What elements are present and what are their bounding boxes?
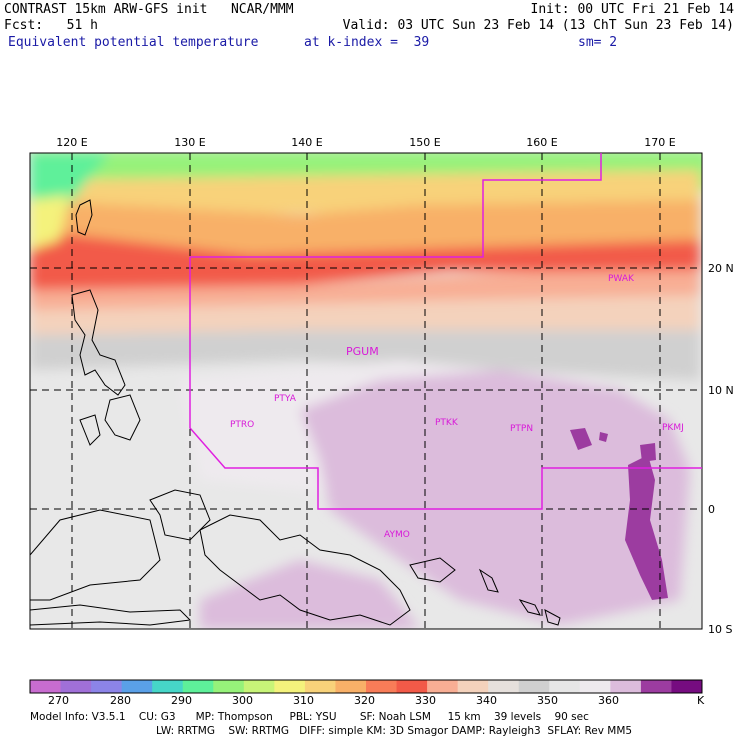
colorbar-frame: [29, 679, 703, 694]
colorbar-swatch: [640, 680, 672, 693]
colorbar-label-270: 270: [48, 694, 69, 707]
colorbar-label-300: 300: [232, 694, 253, 707]
colorbar-swatch: [396, 680, 428, 693]
station-ptro: PTRO: [230, 420, 254, 430]
station-ptpn: PTPN: [510, 424, 533, 434]
map-frame: [29, 152, 703, 630]
model-info: Model Info: V3.5.1 CU: G3 MP: Thompson P…: [30, 711, 589, 723]
lat-label-20n: 20 N: [708, 262, 734, 275]
colorbar-label-310: 310: [293, 694, 314, 707]
colorbar-swatch: [488, 680, 520, 693]
colorbar-label-320: 320: [354, 694, 375, 707]
lon-label-170e: 170 E: [644, 136, 675, 149]
lon-label-130e: 130 E: [174, 136, 205, 149]
colorbar-swatch: [366, 680, 398, 693]
colorbar-label-330: 330: [415, 694, 436, 707]
colorbar-label-360: 360: [598, 694, 619, 707]
colorbar-label-280: 280: [110, 694, 131, 707]
colorbar-swatch: [427, 680, 459, 693]
station-pwak: PWAK: [608, 274, 635, 284]
valid-time: Valid: 03 UTC Sun 23 Feb 14 (13 ChT Sun …: [342, 18, 734, 33]
lat-label-10s: 10 S: [708, 623, 732, 636]
colorbar-swatch: [671, 680, 703, 693]
station-ptkk: PTKK: [435, 418, 459, 428]
colorbar-swatch: [60, 680, 92, 693]
colorbar-swatch: [243, 680, 275, 693]
physics-info: LW: RRTMG SW: RRTMG DIFF: simple KM: 3D …: [156, 725, 633, 737]
theta-e-field: [30, 153, 702, 629]
colorbar-swatch: [579, 680, 611, 693]
lon-label-140e: 140 E: [291, 136, 322, 149]
header-title: CONTRAST 15km ARW-GFS init NCAR/MMM: [4, 2, 294, 17]
colorbar-swatch: [121, 680, 153, 693]
coastlines: [30, 199, 561, 626]
boundary-line: [189, 153, 702, 510]
station-aymo: AYMO: [384, 530, 410, 540]
colorbar-swatch: [304, 680, 336, 693]
colorbar-label-350: 350: [537, 694, 558, 707]
colorbar: [30, 680, 703, 693]
colorbar-swatch: [335, 680, 367, 693]
colorbar-swatch: [91, 680, 123, 693]
colorbar-swatch: [152, 680, 184, 693]
station-pkmj: PKMJ: [662, 423, 684, 433]
k-index: at k-index = 39: [304, 35, 430, 50]
station-ptya: PTYA: [274, 394, 297, 404]
lon-label-150e: 150 E: [409, 136, 440, 149]
colorbar-label-340: 340: [476, 694, 497, 707]
init-time: Init: 00 UTC Fri 21 Feb 14: [530, 2, 735, 17]
lon-label-120e: 120 E: [56, 136, 87, 149]
lat-label-10n: 10 N: [708, 384, 734, 397]
lon-label-160e: 160 E: [526, 136, 557, 149]
colorbar-swatch: [274, 680, 306, 693]
lat-label-0: 0: [708, 503, 715, 516]
forecast-hour: Fcst: 51 h: [4, 18, 98, 33]
field-name: Equivalent potential temperature: [8, 35, 259, 50]
colorbar-swatch: [213, 680, 245, 693]
colorbar-swatch: [518, 680, 550, 693]
colorbar-label-290: 290: [171, 694, 192, 707]
colorbar-swatch: [549, 680, 581, 693]
colorbar-swatch: [457, 680, 489, 693]
colorbar-swatch: [610, 680, 642, 693]
colorbar-swatch: [30, 680, 62, 693]
colorbar-swatch: [182, 680, 214, 693]
colorbar-unit: K: [697, 694, 705, 707]
station-pgum: PGUM: [346, 345, 379, 358]
smoothing: sm= 2: [578, 35, 618, 50]
